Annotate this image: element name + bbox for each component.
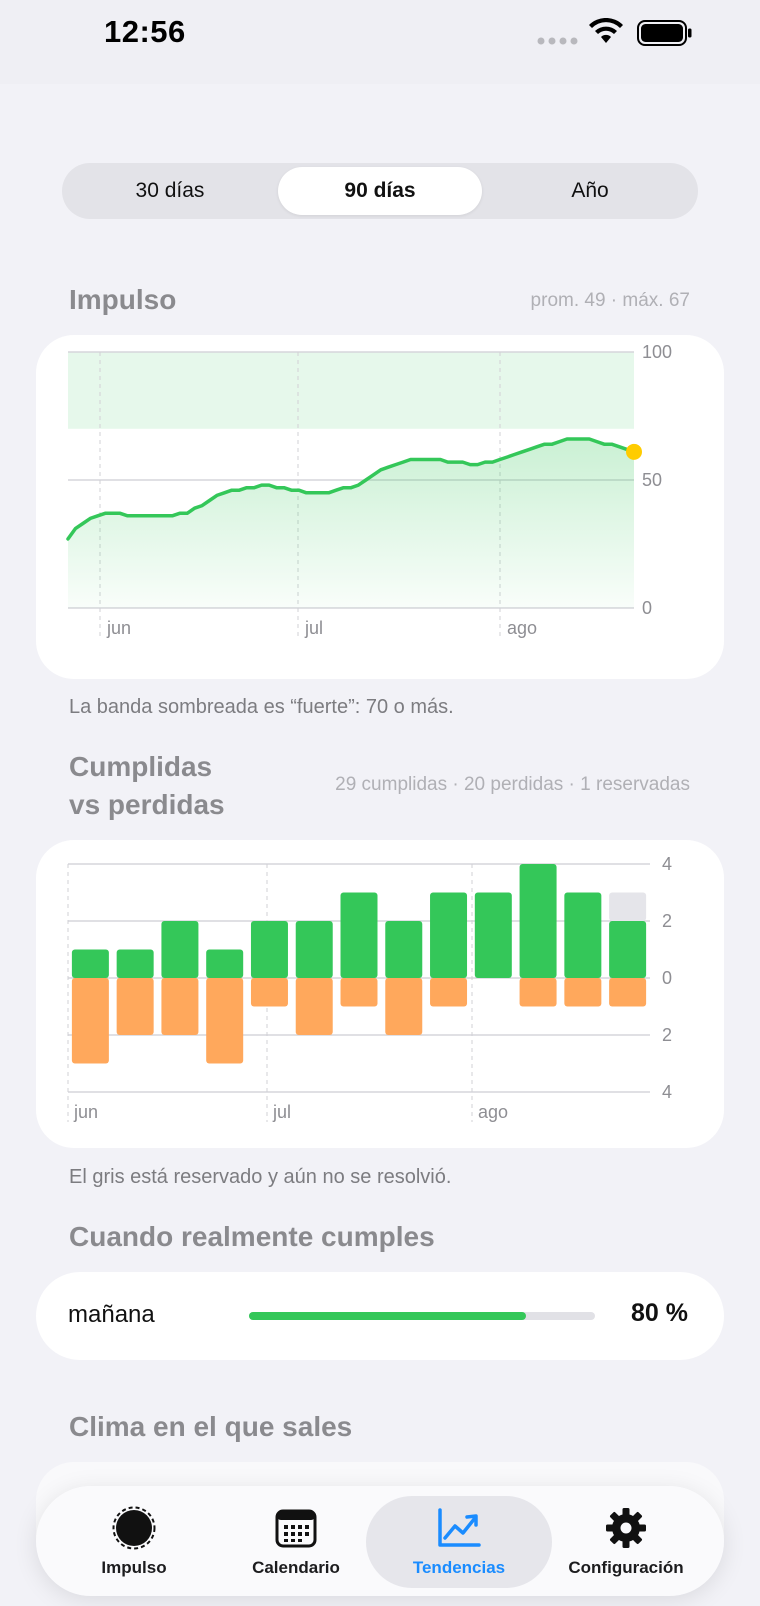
bar-lost xyxy=(71,978,109,1064)
tab-calendario-label: Calendario xyxy=(252,1558,340,1577)
status-bar: 12:56 xyxy=(0,0,760,84)
impulse-area xyxy=(68,439,634,608)
fulfillment-percent: 80 % xyxy=(631,1299,688,1327)
bar-kept xyxy=(474,892,512,978)
bar-kept xyxy=(564,892,602,978)
cumplidas-title-line2: vs perdidas xyxy=(69,789,225,820)
bar-lost xyxy=(295,978,333,1035)
cumplidas-title-line1: Cumplidas xyxy=(69,751,213,782)
fulfillment-progress-bar xyxy=(249,1312,595,1320)
tab-bar: Impulso Calendario Tendencias xyxy=(36,1486,724,1596)
tab-tendencias[interactable]: Tendencias xyxy=(380,1486,538,1596)
calendar-icon xyxy=(275,1509,317,1548)
impulse-line xyxy=(66,437,636,541)
tab-impulso[interactable]: Impulso xyxy=(66,1486,202,1596)
bar-lost xyxy=(385,978,423,1035)
bar-reserved xyxy=(609,892,647,921)
cumplidas-stats: 29 cumplidas · 20 perdidas · 1 reservada… xyxy=(335,774,690,795)
tab-configuracion-label: Configuración xyxy=(568,1558,684,1577)
x-tick-label: jul xyxy=(272,1102,291,1122)
bar-kept xyxy=(340,892,378,978)
x-tick-label: jul xyxy=(304,618,323,638)
y-tick-label: 100 xyxy=(642,342,672,362)
x-tick-label: jun xyxy=(73,1102,98,1122)
impulso-caption: La banda sombreada es “fuerte”: 70 o más… xyxy=(69,696,454,718)
y-tick-label: 2 xyxy=(662,911,672,931)
segment-90-days[interactable]: 90 días xyxy=(278,167,482,215)
range-segmented-control: 30 días 90 días Año xyxy=(62,163,698,219)
battery-icon xyxy=(637,20,692,46)
status-time: 12:56 xyxy=(104,14,186,49)
current-value-dot xyxy=(626,443,642,460)
bar-kept xyxy=(609,921,647,978)
y-tick-label: 2 xyxy=(662,1025,672,1045)
cumplidas-chart: 4 2 0 2 4 jun jul ago xyxy=(67,854,672,1122)
bar-kept xyxy=(295,921,333,978)
bar-lost xyxy=(564,978,602,1007)
tab-calendario[interactable]: Calendario xyxy=(228,1486,364,1596)
segment-30-days[interactable]: 30 días xyxy=(135,179,205,202)
y-tick-label: 0 xyxy=(662,968,672,988)
bar-lost xyxy=(340,978,378,1007)
cellular-signal-icon xyxy=(537,37,578,45)
bar-kept xyxy=(71,949,109,978)
impulso-chart-card: 100 50 0 jun jul ago xyxy=(36,335,724,679)
cuando-title: Cuando realmente cumples xyxy=(69,1221,435,1252)
fulfillment-progress-fill xyxy=(249,1312,526,1320)
bar-kept xyxy=(206,949,244,978)
wifi-icon xyxy=(589,18,623,43)
cuando-card: mañana 80 % xyxy=(36,1272,724,1360)
bar-kept xyxy=(161,921,199,978)
bar-lost xyxy=(519,978,557,1007)
bar-lost xyxy=(430,978,468,1007)
y-tick-label: 50 xyxy=(642,470,662,490)
tab-tendencias-label: Tendencias xyxy=(412,1558,506,1577)
impulso-title: Impulso xyxy=(69,284,177,315)
bar-lost xyxy=(609,978,647,1007)
trend-chart-icon xyxy=(438,1508,481,1547)
cumplidas-title: Cumplidas vs perdidas xyxy=(69,748,225,824)
x-tick-label: ago xyxy=(507,618,537,638)
bar-lost xyxy=(161,978,199,1035)
tab-active-highlight xyxy=(366,1496,552,1588)
cumplidas-caption: El gris está reservado y aún no se resol… xyxy=(69,1166,452,1188)
bar-kept xyxy=(116,949,154,978)
impulso-chart: 100 50 0 jun jul ago xyxy=(66,342,672,638)
bar-lost xyxy=(206,978,244,1064)
y-tick-label: 0 xyxy=(642,598,652,618)
time-of-day-label: mañana xyxy=(68,1301,155,1328)
gear-icon xyxy=(606,1508,646,1548)
x-tick-label: ago xyxy=(478,1102,508,1122)
impulse-icon xyxy=(112,1506,156,1550)
y-tick-label: 4 xyxy=(662,1082,672,1102)
impulso-stats: prom. 49 · máx. 67 xyxy=(530,290,690,311)
clima-title: Clima en el que sales xyxy=(69,1411,353,1442)
bar-kept xyxy=(430,892,468,978)
strong-band xyxy=(68,352,634,429)
bar-kept xyxy=(385,921,423,978)
tab-impulso-label: Impulso xyxy=(101,1558,167,1577)
cumplidas-chart-card: 4 2 0 2 4 jun jul ago xyxy=(36,840,724,1148)
bar-kept xyxy=(250,921,288,978)
bar-kept xyxy=(519,864,557,978)
y-tick-label: 4 xyxy=(662,854,672,874)
tab-configuracion[interactable]: Configuración xyxy=(546,1486,706,1596)
x-tick-label: jun xyxy=(106,618,131,638)
bar-lost xyxy=(116,978,154,1035)
segment-year[interactable]: Año xyxy=(571,179,609,202)
bar-lost xyxy=(250,978,288,1007)
